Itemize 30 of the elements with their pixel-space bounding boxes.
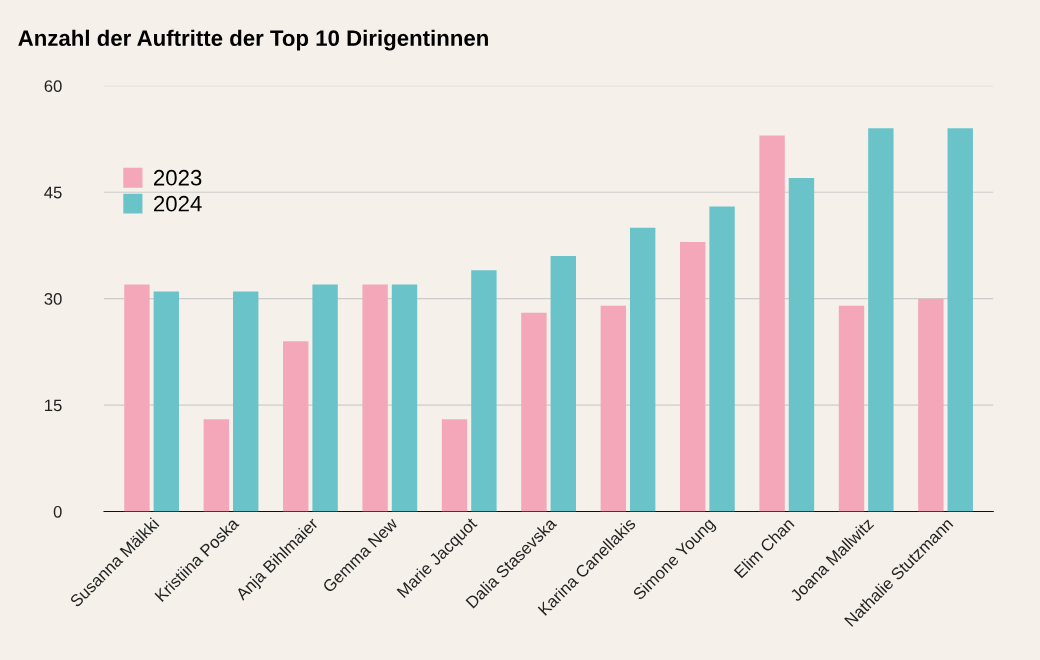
y-tick-label: 45 <box>44 186 62 199</box>
y-tick-label: 15 <box>45 399 62 412</box>
bar <box>788 178 815 512</box>
bar <box>947 128 973 512</box>
bar <box>709 206 735 512</box>
bar <box>283 341 309 512</box>
bar <box>550 256 576 512</box>
bar <box>312 284 338 512</box>
bar <box>391 284 418 512</box>
y-tick-label: 0 <box>53 505 62 518</box>
bar <box>471 270 497 512</box>
bar <box>759 135 785 512</box>
bar <box>362 284 388 512</box>
bar <box>233 291 259 512</box>
bar <box>203 419 230 512</box>
bar <box>680 241 706 512</box>
bar <box>868 128 894 512</box>
bar <box>521 312 547 512</box>
bar <box>441 419 468 512</box>
legend-label: 2023 <box>154 169 202 186</box>
y-tick-label: 60 <box>44 80 62 92</box>
chart-title: Anzahl der Auftritte der Top 10 Dirigentinnen <box>18 29 488 51</box>
bar <box>629 227 656 512</box>
bar <box>918 298 944 512</box>
bar <box>124 284 150 512</box>
legend-label: 2024 <box>154 195 202 212</box>
bar <box>600 305 627 512</box>
y-tick-label: 30 <box>44 293 62 305</box>
bar <box>153 291 180 512</box>
bar <box>838 305 865 512</box>
